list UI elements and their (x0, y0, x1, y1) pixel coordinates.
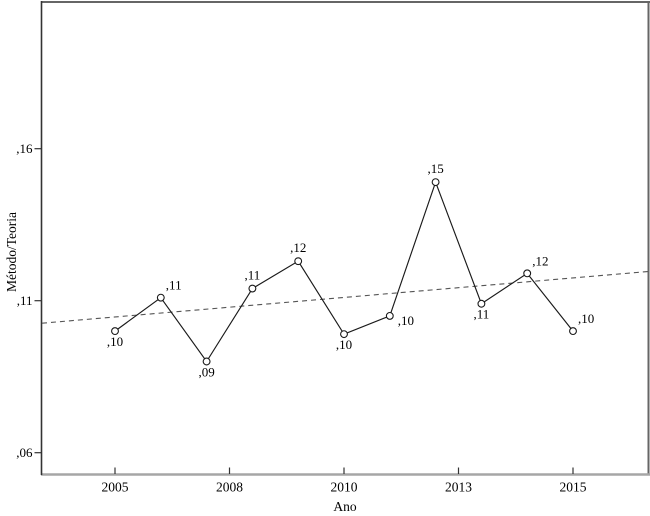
x-tick-label: 2008 (216, 480, 243, 495)
data-point-label: ,10 (107, 334, 123, 349)
data-point-label: ,10 (398, 313, 414, 328)
data-point-marker (523, 269, 532, 278)
data-point-label: ,12 (532, 253, 548, 268)
y-tick-label: ,16 (16, 141, 33, 156)
data-point-marker (569, 327, 577, 336)
data-point-marker (294, 257, 303, 266)
data-point-label: ,10 (336, 337, 352, 352)
data-point-marker (248, 284, 257, 293)
data-point-marker (202, 357, 211, 366)
data-point-marker (431, 178, 440, 187)
data-point-label: ,09 (198, 365, 214, 380)
x-tick-label: 2013 (445, 480, 472, 495)
data-point-marker (340, 330, 348, 339)
y-tick-label: ,11 (17, 293, 33, 308)
data-point-marker (156, 293, 165, 302)
x-axis-title: Ano (333, 499, 357, 514)
data-point-label: ,10 (578, 311, 594, 326)
data-point-label: ,12 (290, 240, 306, 255)
data-point-label: ,11 (474, 307, 490, 322)
data-point-label: ,15 (427, 161, 443, 176)
x-tick-label: 2010 (331, 480, 358, 495)
x-tick-label: 2015 (560, 480, 587, 495)
data-point-label: ,11 (245, 268, 261, 283)
y-axis-title: Método/Teoria (4, 211, 19, 293)
data-point-marker (477, 299, 486, 308)
data-point-label: ,11 (166, 278, 182, 293)
data-point-marker (111, 327, 119, 336)
y-tick-label: ,06 (16, 445, 33, 460)
trend-line (41, 270, 649, 324)
x-tick-label: 2005 (102, 480, 129, 495)
data-point-marker (385, 311, 394, 320)
